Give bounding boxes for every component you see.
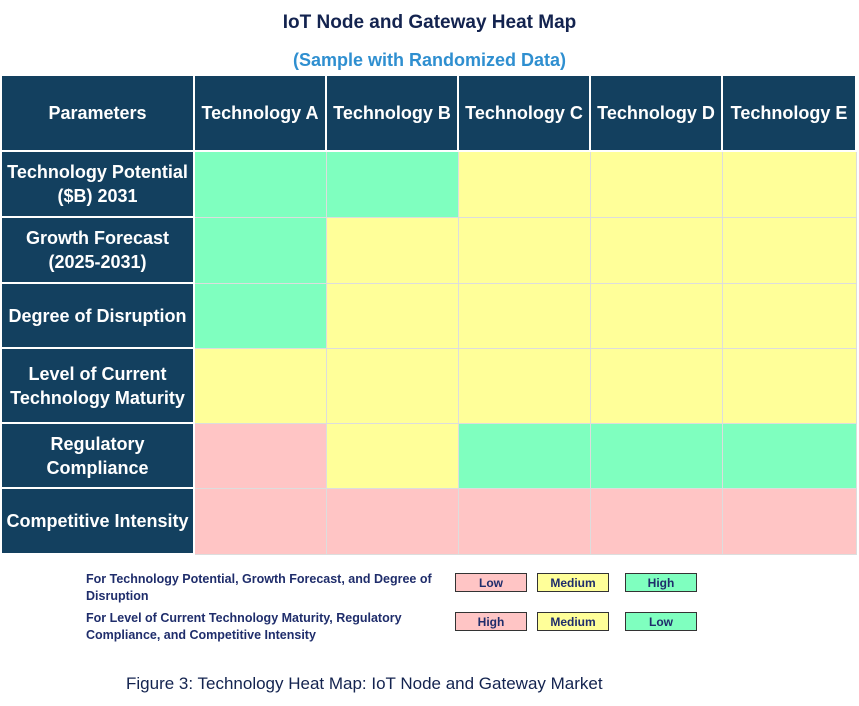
heat-cell [327,424,459,489]
heat-cell [591,349,723,424]
heat-cell [459,218,591,284]
legend-item: Low [625,612,697,631]
heat-cell [195,424,327,489]
legend-item: High [625,573,697,592]
heat-cell [459,284,591,349]
heat-cell [591,218,723,284]
legend-text: For Level of Current Technology Maturity… [86,611,402,642]
legend-text: For Technology Potential, Growth Forecas… [86,572,432,603]
row-label: Competitive Intensity [2,489,195,555]
heat-cell [327,349,459,424]
row-label: Level of Current Technology Maturity [2,349,195,424]
row-label: Degree of Disruption [2,284,195,349]
header-cell: Parameters [2,76,195,152]
heat-cell [723,489,857,555]
legend-item: Low [455,573,527,592]
heat-cell [459,489,591,555]
heat-cell [591,284,723,349]
heat-cell [195,152,327,218]
row-label: Regulatory Compliance [2,424,195,489]
title: IoT Node and Gateway Heat Map [282,12,577,33]
heat-cell [591,152,723,218]
header-cell: Technology D [591,76,723,152]
legend-item: Medium [537,573,609,592]
heat-cell [195,489,327,555]
heat-cell [591,424,723,489]
header-cell: Technology A [195,76,327,152]
header-cell: Technology C [459,76,591,152]
heat-cell [195,284,327,349]
subtitle: (Sample with Randomized Data) [292,50,567,70]
heat-cell [327,218,459,284]
heat-cell [195,218,327,284]
header-cell: Technology E [723,76,857,152]
header-cell: Technology B [327,76,459,152]
row-label: Technology Potential ($B) 2031 [2,152,195,218]
heat-cell [327,489,459,555]
heat-cell [591,489,723,555]
legend-item: Medium [537,612,609,631]
caption: Figure 3: Technology Heat Map: IoT Node … [126,674,603,693]
heat-cell [195,349,327,424]
heat-cell [327,152,459,218]
heat-cell [723,424,857,489]
heat-cell [327,284,459,349]
legend-item: High [455,612,527,631]
heat-cell [459,349,591,424]
heat-cell [459,152,591,218]
heat-cell [723,152,857,218]
heat-cell [723,284,857,349]
heat-cell [459,424,591,489]
heat-cell [723,218,857,284]
row-label: Growth Forecast (2025-2031) [2,218,195,284]
heat-cell [723,349,857,424]
